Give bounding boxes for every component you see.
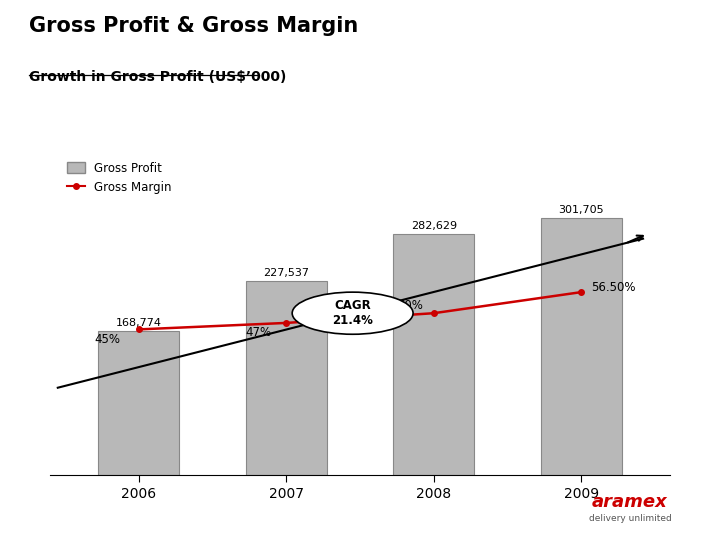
Text: Gross Profit & Gross Margin: Gross Profit & Gross Margin: [29, 16, 358, 36]
Text: 45%: 45%: [94, 333, 121, 346]
Ellipse shape: [292, 292, 413, 334]
Text: delivery unlimited: delivery unlimited: [589, 514, 671, 523]
Bar: [99, 332, 179, 475]
Text: 47%: 47%: [245, 326, 271, 339]
Text: 301,705: 301,705: [558, 205, 604, 214]
Text: Growth in Gross Profit (US$’000): Growth in Gross Profit (US$’000): [29, 70, 286, 84]
Text: aramex: aramex: [592, 493, 668, 511]
Text: 56.50%: 56.50%: [591, 281, 636, 294]
Bar: [246, 281, 327, 475]
Text: 282,629: 282,629: [410, 221, 456, 231]
Text: 227,537: 227,537: [264, 268, 310, 278]
Bar: [541, 218, 621, 475]
Text: 50%: 50%: [397, 299, 423, 312]
Text: 168,774: 168,774: [116, 318, 162, 328]
Bar: [393, 234, 474, 475]
Legend: Gross Profit, Gross Margin: Gross Profit, Gross Margin: [63, 157, 176, 198]
Text: CAGR
21.4%: CAGR 21.4%: [332, 299, 373, 327]
